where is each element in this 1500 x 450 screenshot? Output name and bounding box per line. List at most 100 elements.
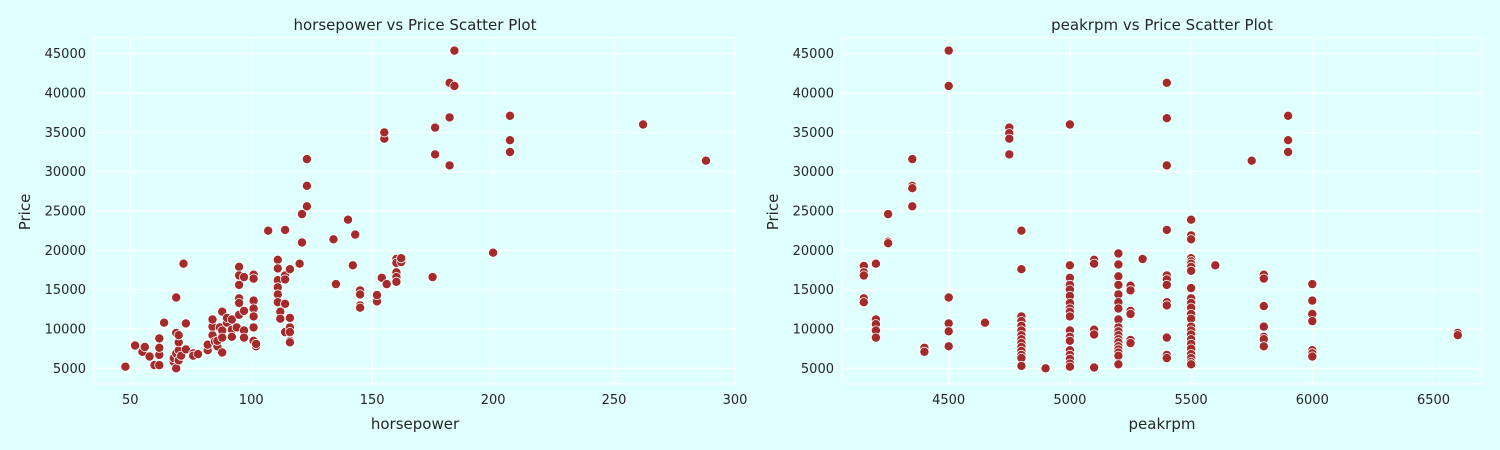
data-point [171, 292, 182, 303]
data-point [275, 313, 286, 324]
data-point [234, 279, 245, 290]
data-point [234, 297, 245, 308]
data-point [1186, 265, 1197, 276]
data-point [296, 209, 307, 220]
data-point [980, 317, 991, 328]
y-tick-label: 5000 [53, 362, 86, 377]
data-point [1113, 248, 1124, 259]
data-point [178, 258, 189, 269]
data-point [272, 254, 283, 265]
data-point [144, 351, 155, 362]
data-point [159, 317, 170, 328]
data-point [943, 292, 954, 303]
data-point [284, 337, 295, 348]
data-point [1004, 149, 1015, 160]
data-point [347, 260, 358, 271]
horsepower-price-scatter-panel: horsepower vs Price Scatter Plot horsepo… [16, 16, 747, 433]
data-point [1186, 283, 1197, 294]
x-tick-label: 150 [360, 393, 385, 408]
data-point [301, 201, 312, 212]
data-point [1113, 303, 1124, 314]
data-point [883, 209, 894, 220]
grid-lines [841, 37, 1483, 385]
data-point [1307, 316, 1318, 327]
y-tick-label: 35000 [45, 126, 86, 141]
data-point [130, 340, 141, 351]
data-point [355, 302, 366, 313]
data-point [907, 201, 918, 212]
data-point [217, 347, 228, 358]
data-point [381, 279, 392, 290]
data-point [1113, 279, 1124, 290]
data-point [907, 183, 918, 194]
data-point [1452, 330, 1463, 341]
data-point [280, 224, 291, 235]
data-point [280, 274, 291, 285]
data-point [173, 330, 184, 341]
data-point [449, 81, 460, 92]
data-point [1258, 273, 1269, 284]
data-point [296, 237, 307, 248]
data-point [1283, 135, 1294, 146]
data-point [251, 338, 262, 349]
y-tick-label: 40000 [793, 87, 834, 102]
data-point [449, 45, 460, 56]
data-point [1125, 285, 1136, 296]
data-point [284, 312, 295, 323]
data-point [943, 81, 954, 92]
data-point [180, 318, 191, 329]
data-point [342, 214, 353, 225]
data-point [330, 279, 341, 290]
data-point [444, 160, 455, 171]
data-point [1040, 363, 1051, 374]
data-point [1064, 260, 1075, 271]
data-point [238, 332, 249, 343]
data-point [238, 272, 249, 283]
data-point [504, 146, 515, 157]
x-tick-label: 5000 [1053, 393, 1086, 408]
data-point [1258, 341, 1269, 352]
data-point [1016, 264, 1027, 275]
data-point [120, 361, 131, 372]
data-point [248, 273, 259, 284]
plot-frame [93, 37, 736, 385]
data-point [427, 272, 438, 283]
y-tick-label: 45000 [793, 47, 834, 62]
data-point [154, 342, 165, 353]
y-tick-label: 25000 [45, 205, 86, 220]
x-tick-label: 6000 [1296, 393, 1329, 408]
y-axis-label: Price [16, 194, 34, 231]
data-points [120, 45, 712, 374]
data-point [943, 341, 954, 352]
data-point [284, 264, 295, 275]
data-point [1258, 301, 1269, 312]
data-point [701, 155, 712, 166]
data-point [1137, 253, 1148, 264]
y-tick-label: 30000 [45, 165, 86, 180]
data-point [1283, 110, 1294, 121]
data-point [294, 258, 305, 269]
data-point [263, 225, 274, 236]
data-point [1161, 353, 1172, 364]
data-point [1089, 329, 1100, 340]
data-point [1307, 279, 1318, 290]
data-point [280, 298, 291, 309]
y-tick-label: 35000 [793, 126, 834, 141]
plot-frame [841, 37, 1483, 385]
data-point [1125, 308, 1136, 319]
data-point [1064, 361, 1075, 372]
data-point [1161, 279, 1172, 290]
data-point [1064, 335, 1075, 346]
data-point [638, 119, 649, 130]
data-point [1113, 359, 1124, 370]
data-point [301, 180, 312, 191]
data-point [883, 238, 894, 249]
data-point [1113, 350, 1124, 361]
data-point [870, 332, 881, 343]
data-point [192, 349, 203, 360]
data-point [1113, 271, 1124, 282]
data-point [943, 45, 954, 56]
data-point [1161, 113, 1172, 124]
data-point [217, 332, 228, 343]
